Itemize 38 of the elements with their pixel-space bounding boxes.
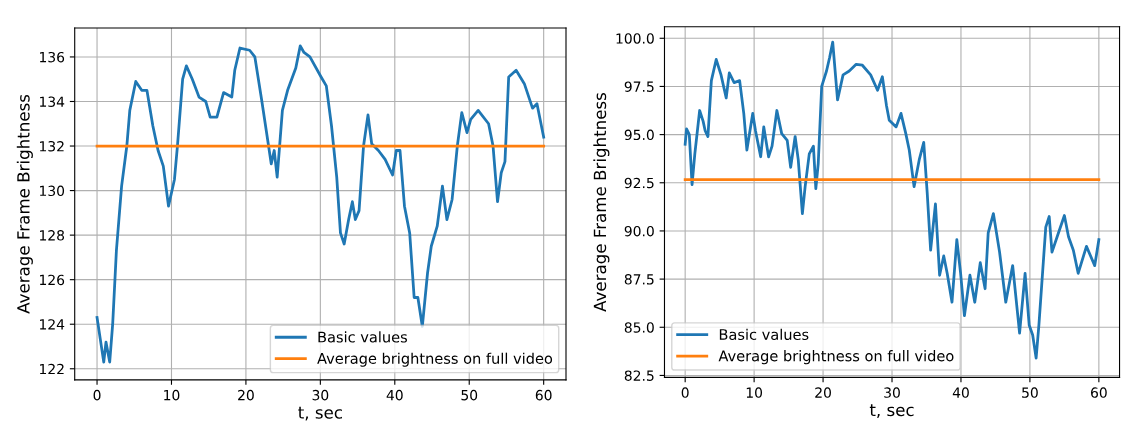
x-axis-title: t, sec [298, 406, 342, 421]
legend-label: Basic values [318, 331, 407, 343]
x-tick-label: 0 [681, 387, 689, 398]
y-tick-label: 95.0 [624, 129, 654, 141]
x-axis-title: t, sec [869, 404, 914, 418]
legend-label: Basic values [719, 328, 809, 340]
x-tick-label: 60 [1091, 387, 1107, 398]
x-tick-label: 30 [884, 387, 900, 398]
y-tick-label: 130 [40, 185, 65, 197]
y-tick-label: 128 [40, 230, 65, 241]
y-tick-label: 92.5 [624, 177, 654, 189]
y-axis-title: Average Frame Brightness [16, 94, 33, 314]
y-tick-label: 136 [40, 51, 65, 63]
x-tick-label: 10 [746, 387, 763, 398]
x-tick-label: 10 [164, 389, 180, 401]
x-tick-label: 60 [535, 389, 552, 401]
y-tick-label: 90.0 [624, 225, 654, 237]
y-tick-label: 87.5 [624, 274, 654, 285]
x-tick-label: 50 [1022, 387, 1038, 398]
x-tick-label: 30 [312, 389, 329, 401]
x-tick-label: 50 [461, 389, 478, 401]
y-tick-label: 82.5 [624, 370, 654, 381]
x-tick-label: 40 [952, 387, 969, 398]
y-tick-label: 100.0 [616, 33, 654, 44]
y-tick-label: 132 [40, 141, 64, 152]
x-tick-label: 20 [238, 389, 254, 401]
y-tick-label: 122 [40, 363, 64, 375]
y-tick-label: 124 [40, 319, 65, 330]
y-tick-label: 134 [40, 96, 65, 107]
x-tick-label: 20 [815, 387, 831, 398]
y-tick-label: 97.5 [624, 81, 654, 92]
y-tick-label: 126 [40, 274, 65, 286]
legend-label: Average brightness on full video [718, 350, 954, 365]
x-tick-label: 0 [93, 389, 101, 401]
legend-label: Average brightness on full video [317, 352, 553, 367]
x-tick-label: 40 [386, 389, 403, 401]
y-axis-title: Average Frame Brightness [593, 92, 610, 312]
y-tick-label: 85.0 [624, 322, 654, 333]
